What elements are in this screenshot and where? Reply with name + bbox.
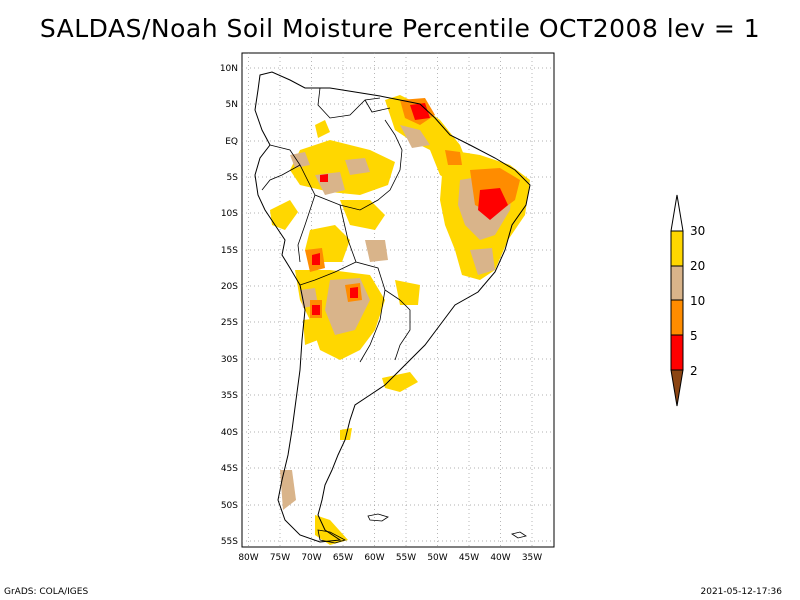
south-georgia-islet: [511, 531, 527, 539]
lat-tick-label: 50S: [221, 501, 238, 511]
lon-tick-label: 75W: [270, 553, 290, 563]
legend-label: 10: [690, 294, 705, 308]
lat-axis: 10N 5N EQ 5S 10S 15S 20S 25S 30S 35S 40S…: [220, 64, 238, 547]
lat-tick-label: 5N: [226, 100, 238, 110]
legend-label: 2: [690, 364, 698, 378]
legend-swatch-top: [670, 194, 684, 232]
lon-tick-label: 55W: [396, 553, 416, 563]
map-frame: [241, 52, 555, 548]
lon-axis: 80W 75W 70W 65W 60W 55W 50W 45W 40W 35W: [238, 553, 542, 563]
legend-swatch-bottom: [670, 369, 684, 407]
legend-swatch: [670, 334, 684, 371]
lat-tick-label: 15S: [221, 246, 238, 256]
footer-credit: GrADS: COLA/IGES: [4, 587, 89, 597]
legend-swatch: [670, 265, 684, 301]
lon-tick-label: 65W: [333, 553, 353, 563]
color-legend: 30 20 10 5 2: [670, 194, 705, 407]
lat-tick-label: 10S: [221, 209, 238, 219]
lat-tick-label: 10N: [220, 64, 238, 74]
lat-tick-label: 30S: [221, 355, 238, 365]
legend-label: 5: [690, 329, 698, 343]
falkland-islands: [367, 513, 389, 522]
lat-tick-label: 25S: [221, 318, 238, 328]
footer-timestamp: 2021-05-12-17:36: [700, 587, 783, 597]
lon-tick-label: 80W: [238, 553, 258, 563]
lon-tick-label: 50W: [427, 553, 447, 563]
lat-tick-label: 45S: [221, 464, 238, 474]
legend-label: 30: [690, 224, 705, 238]
lat-tick-label: 55S: [221, 537, 238, 547]
continent-outline: [254, 71, 531, 543]
lon-tick-label: 45W: [459, 553, 479, 563]
lon-tick-label: 35W: [522, 553, 542, 563]
lat-tick-label: 5S: [227, 173, 239, 183]
country-borders: [261, 87, 411, 363]
lon-tick-label: 70W: [301, 553, 321, 563]
lat-tick-label: 35S: [221, 391, 238, 401]
lat-tick-label: 40S: [221, 428, 238, 438]
lon-tick-label: 60W: [364, 553, 384, 563]
map-title: SALDAS/Noah Soil Moisture Percentile OCT…: [39, 14, 761, 43]
legend-swatch: [670, 299, 684, 336]
lat-tick-label: EQ: [225, 137, 238, 147]
legend-label: 20: [690, 259, 705, 273]
shading-2-5: [312, 103, 508, 315]
lat-tick-label: 20S: [221, 282, 238, 292]
legend-swatch: [670, 230, 684, 267]
tierra-del-fuego: [317, 529, 347, 544]
lon-tick-label: 40W: [490, 553, 510, 563]
